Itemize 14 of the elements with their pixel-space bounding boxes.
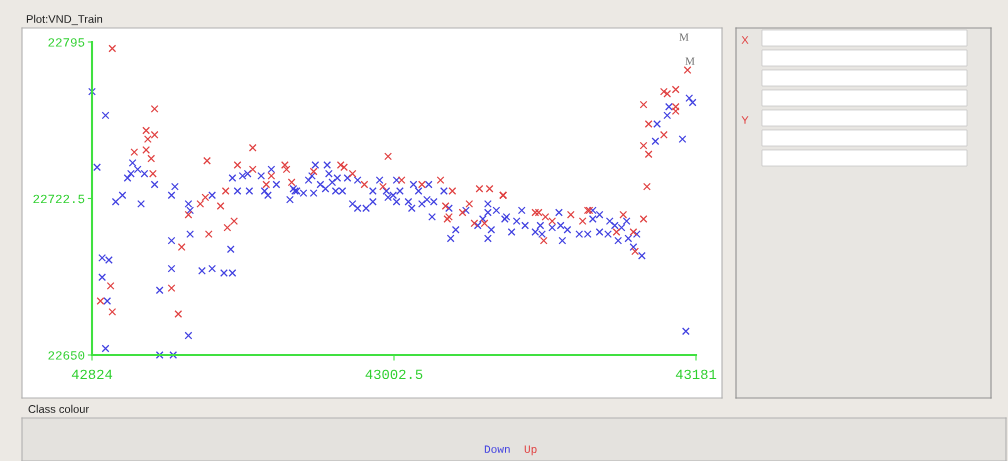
text: Y: [741, 116, 749, 124]
x-tick-label: 43002.5: [365, 369, 423, 380]
chart-title: Plot:VND_Train: [26, 14, 103, 26]
x-tick-label: 42824: [71, 369, 113, 380]
y-tick-label: 22795: [48, 38, 85, 47]
x-tick-label: 43181: [675, 369, 717, 380]
y-tick-label: 22722.5: [33, 194, 85, 204]
text: Up: [524, 445, 537, 456]
legend-title: Class colour: [28, 404, 89, 413]
text: X: [741, 36, 749, 44]
y-tick-label: 22650: [48, 351, 85, 360]
text: M: [679, 33, 689, 41]
text: Down: [484, 445, 510, 453]
annotation: M: [685, 57, 695, 65]
